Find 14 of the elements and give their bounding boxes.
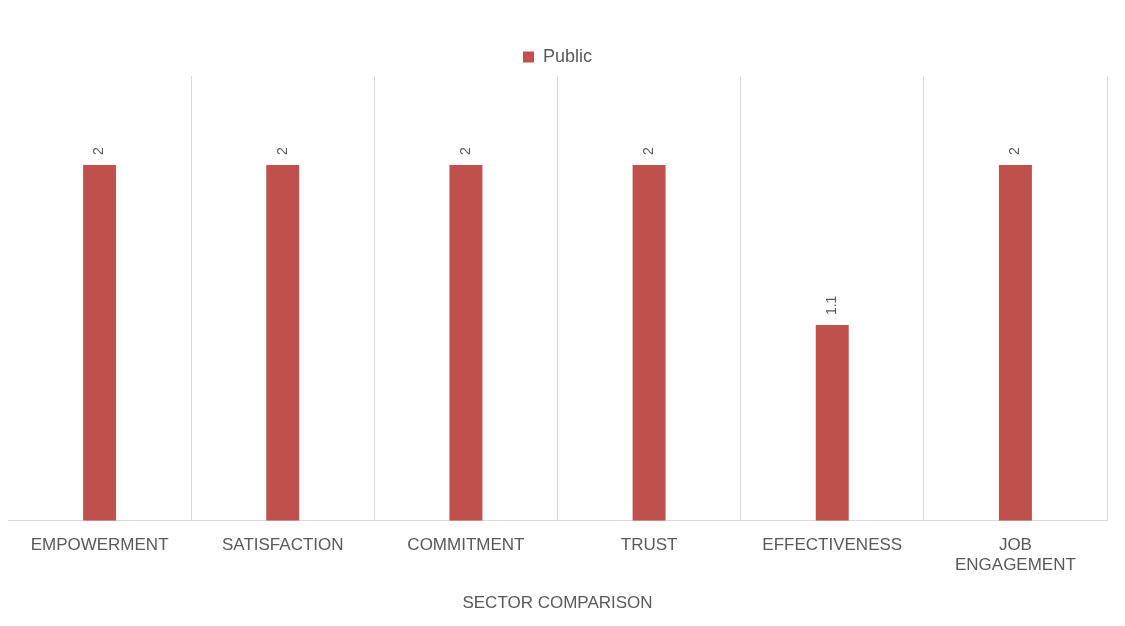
data-label: 2 xyxy=(456,146,473,155)
data-label: 2 xyxy=(1006,146,1023,155)
x-tick-label: COMMITMENT xyxy=(407,534,525,554)
x-axis-title: SECTOR COMPARISON xyxy=(462,593,653,613)
data-label: 2 xyxy=(273,146,290,155)
x-tick-label: JOB ENGAGEMENT xyxy=(954,534,1076,575)
legend-label: Public xyxy=(542,45,593,66)
x-tick-label: EFFECTIVENESS xyxy=(762,534,903,554)
x-tick-label: TRUST xyxy=(620,534,678,554)
x-tick-label: SATISFACTION xyxy=(221,534,344,554)
data-label: 2 xyxy=(90,146,107,155)
x-tick-label: EMPOWERMENT xyxy=(30,534,169,554)
data-label: 2 xyxy=(639,146,656,155)
data-label: 1.1 xyxy=(823,295,840,316)
